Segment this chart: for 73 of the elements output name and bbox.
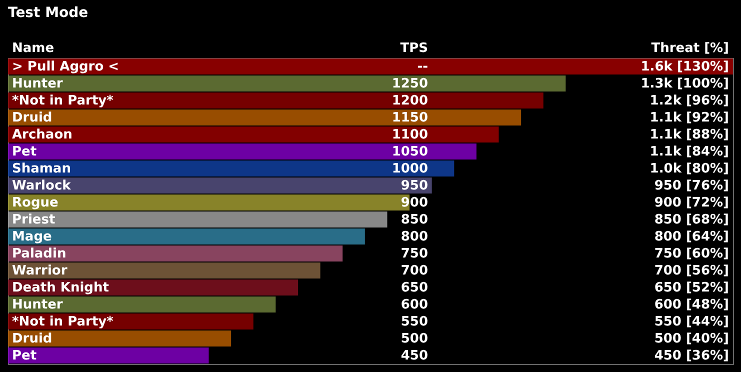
bar [8, 178, 432, 194]
bar [8, 262, 320, 278]
text: 600 [400, 298, 428, 312]
y-tick-label: *Not in Party* [12, 94, 114, 108]
y-tick-label: Shaman [12, 162, 71, 176]
text: 500 [400, 332, 428, 346]
bar [8, 246, 343, 262]
data-label: 500 [40%] [654, 332, 729, 346]
text: 650 [400, 280, 428, 296]
y-tick-label: Priest [12, 212, 56, 228]
text: 1000 [392, 162, 428, 176]
bar [8, 76, 566, 92]
text: 950 [400, 178, 428, 194]
bar [8, 348, 209, 364]
y-tick-label: Rogue [12, 196, 58, 210]
data-label: 1.0k [80%] [650, 162, 729, 176]
data-label: 750 [60%] [654, 246, 729, 262]
text: 550 [400, 314, 428, 330]
text: 1150 [392, 110, 428, 126]
y-tick-label: Warlock [12, 178, 72, 194]
y-tick-label: Hunter [12, 298, 64, 312]
data-label: 700 [56%] [654, 264, 729, 278]
y-tick-label: Mage [12, 230, 52, 244]
data-label: 1.1k [92%] [650, 110, 729, 126]
text: 1100 [392, 128, 428, 142]
text: 450 [400, 348, 428, 364]
data-label: 1.1k [88%] [650, 128, 729, 142]
y-tick-label: Pet [12, 348, 37, 364]
bar [8, 228, 365, 244]
text: -- [417, 60, 428, 74]
text: 700 [400, 264, 428, 278]
bar [8, 296, 276, 312]
text: 850 [400, 212, 428, 228]
bar [8, 160, 454, 176]
bar [8, 144, 476, 160]
data-label: 1.1k [84%] [650, 144, 729, 160]
bar [8, 110, 522, 126]
y-tick-label: Pet [12, 144, 37, 160]
text: TPS [400, 41, 428, 56]
data-label: 650 [52%] [654, 280, 729, 296]
data-label: 850 [68%] [654, 212, 729, 228]
bar [8, 126, 499, 142]
y-tick-label: Warrior [12, 264, 68, 278]
bar [8, 58, 733, 74]
y-tick-label: Druid [12, 110, 52, 126]
data-label: 1.2k [96%] [650, 94, 729, 108]
text: 800 [400, 230, 428, 244]
data-label: 950 [76%] [654, 178, 729, 194]
y-axis-title: Name [12, 41, 54, 56]
y-tick-label: > Pull Aggro < [12, 60, 120, 74]
bar [8, 92, 544, 108]
y-tick-label: Paladin [12, 246, 66, 262]
data-label: 550 [44%] [654, 314, 729, 330]
text: 1200 [392, 94, 428, 108]
y-tick-label: Death Knight [12, 280, 109, 296]
chart-title: Test Mode [8, 5, 88, 21]
y-tick-label: Archaon [12, 128, 72, 142]
data-label: 600 [48%] [654, 298, 729, 312]
bar [8, 330, 232, 346]
text: 1250 [392, 76, 428, 92]
y-tick-label: *Not in Party* [12, 314, 114, 330]
text: 750 [400, 246, 428, 262]
data-label: 800 [64%] [654, 230, 729, 244]
data-label: 900 [72%] [654, 196, 729, 210]
text: 900 [400, 196, 428, 210]
y-tick-label: Druid [12, 332, 52, 346]
data-label: 1.6k [130%] [640, 60, 729, 74]
x-axis-title: Threat [%] [651, 41, 729, 56]
text: 1050 [392, 144, 428, 160]
y-tick-label: Hunter [12, 76, 64, 92]
bar [8, 212, 388, 228]
data-label: 450 [36%] [654, 348, 729, 364]
data-label: 1.3k [100%] [640, 76, 729, 92]
